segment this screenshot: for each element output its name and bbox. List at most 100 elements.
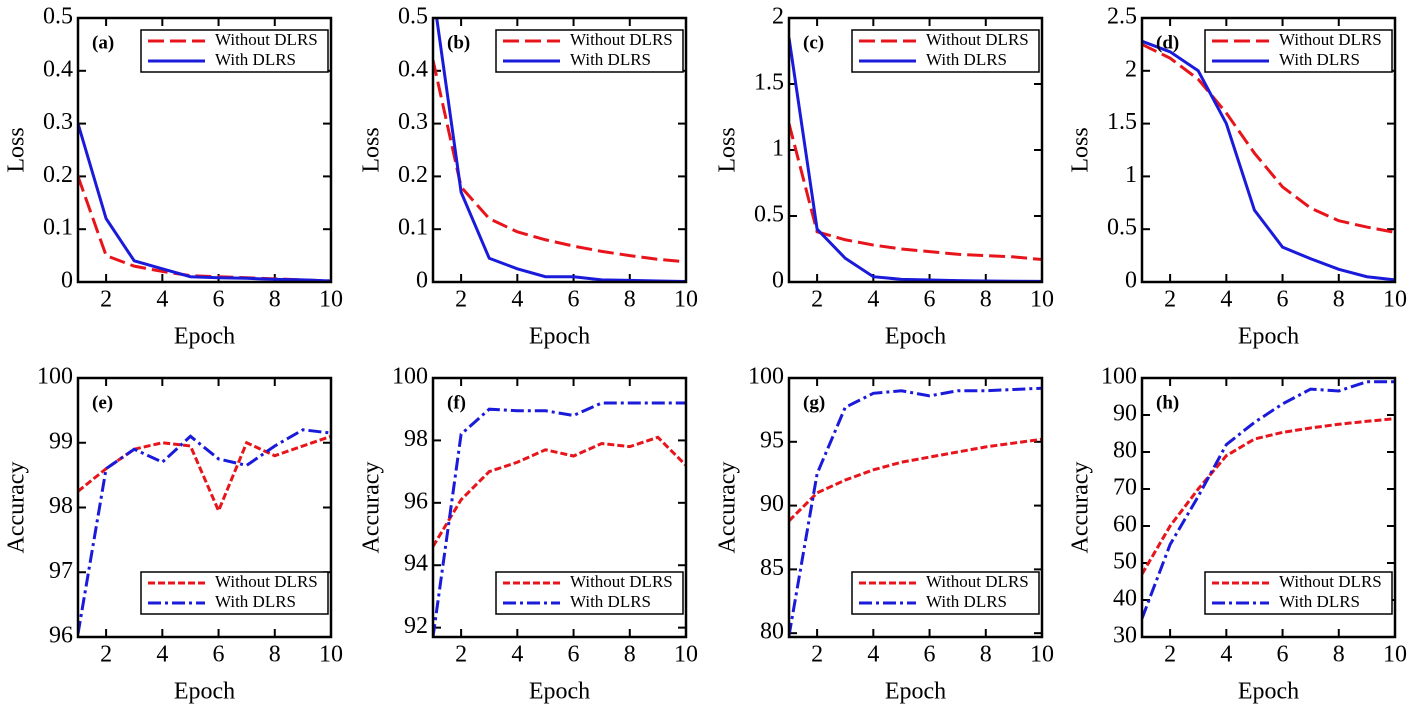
legend-label: With DLRS [1279, 50, 1360, 69]
plot-frame [76, 16, 333, 284]
x-tick-label: 6 [568, 642, 580, 668]
x-tick-label: 8 [980, 287, 992, 313]
series-line [1142, 39, 1395, 282]
y-tick-label: 0.2 [398, 162, 428, 188]
y-tick-label: 0.3 [43, 109, 73, 135]
y-axis-label: Accuracy [359, 462, 385, 554]
x-tick-label: 8 [1333, 642, 1345, 668]
y-tick-label: 2 [772, 4, 784, 30]
panel-label: (g) [803, 392, 825, 413]
x-tick-label: 8 [1333, 287, 1345, 313]
y-tick-label: 30 [1113, 623, 1137, 649]
series-line [789, 123, 1042, 262]
x-tick-label: 10 [1030, 642, 1054, 668]
y-tick-label: 0.5 [43, 4, 73, 30]
y-tick-label: 96 [404, 488, 428, 514]
legend-label: Without DLRS [926, 572, 1029, 591]
y-tick-label: 0.2 [43, 162, 73, 188]
series-line [1142, 417, 1395, 575]
y-tick-label: 85 [760, 555, 784, 581]
plot-frame [1140, 16, 1397, 284]
x-tick-label: 10 [1383, 642, 1407, 668]
y-tick-label: 60 [1113, 512, 1137, 538]
plot-frame [76, 376, 333, 639]
series-line [433, 401, 686, 637]
legend-box [140, 571, 329, 615]
legend-label: Without DLRS [1279, 572, 1382, 591]
series-line [789, 37, 1042, 282]
panel: 92 94 96 98 100 2 4 6 8 10 Epoch Accuracy (f) Without… [359, 364, 699, 705]
x-tick-label: 10 [674, 642, 698, 668]
y-tick-label: 0.1 [398, 215, 428, 241]
panel: 0 0.5 1 1.5 2 2.5 2 4 6 8 10 Epoch Loss (d) Without DL… [1068, 4, 1408, 350]
y-tick-label: 100 [392, 364, 428, 390]
y-tick-label: 0 [416, 268, 428, 294]
x-tick-label: 8 [980, 642, 992, 668]
series-line [433, 59, 686, 264]
x-tick-label: 6 [924, 287, 936, 313]
y-tick-label: 92 [404, 613, 428, 639]
legend-box [1204, 571, 1393, 615]
legend-box [495, 571, 684, 615]
y-tick-label: 96 [49, 623, 73, 649]
y-tick-label: 100 [37, 364, 73, 390]
plot-frame [431, 16, 688, 284]
x-tick-label: 4 [511, 287, 523, 313]
y-axis-label: Accuracy [1068, 462, 1094, 554]
x-tick-label: 4 [511, 642, 523, 668]
x-tick-label: 6 [568, 287, 580, 313]
legend-label: Without DLRS [215, 572, 318, 591]
panel-label: (d) [1156, 32, 1179, 53]
panel-label: (c) [803, 32, 824, 53]
y-tick-label: 2 [1125, 56, 1137, 82]
legend-box [495, 29, 684, 73]
series-line [78, 175, 331, 282]
y-tick-label: 0.1 [43, 215, 73, 241]
panel: 0 0.1 0.2 0.3 0.4 0.5 2 4 6 8 10 Epoch Loss (a) Withou… [4, 4, 344, 350]
legend-box [851, 571, 1040, 615]
panel: 96 97 98 99 100 2 4 6 8 10 Epoch Accuracy (e) Without… [4, 364, 344, 705]
y-axis-label: Loss [359, 127, 385, 172]
x-tick-label: 4 [867, 287, 879, 313]
series-line [78, 123, 331, 282]
panel-label: (h) [1156, 392, 1179, 413]
x-tick-label: 8 [624, 287, 636, 313]
y-axis-label: Accuracy [4, 462, 30, 554]
x-tick-label: 4 [156, 642, 168, 668]
x-tick-label: 8 [269, 287, 281, 313]
y-tick-label: 70 [1113, 475, 1137, 501]
x-tick-label: 2 [100, 642, 112, 668]
series-line [1142, 43, 1395, 234]
y-tick-label: 0 [1125, 268, 1137, 294]
panel-label: (b) [447, 32, 470, 53]
y-tick-label: 1.5 [754, 70, 784, 96]
x-tick-label: 6 [1277, 287, 1289, 313]
y-axis-label: Loss [715, 127, 741, 172]
y-tick-label: 98 [49, 493, 73, 519]
legend-label: Without DLRS [1279, 30, 1382, 49]
panel: 80 85 90 95 100 2 4 6 8 10 Epoch Accuracy (g) Without… [715, 364, 1055, 705]
y-tick-label: 100 [748, 364, 784, 390]
x-axis-label: Epoch [529, 324, 590, 350]
x-axis-label: Epoch [1238, 679, 1299, 705]
panel-label: (f) [447, 392, 466, 413]
y-tick-label: 1.5 [1107, 109, 1137, 135]
x-tick-label: 10 [319, 642, 343, 668]
y-tick-label: 97 [49, 558, 73, 584]
y-tick-label: 95 [760, 427, 784, 453]
y-tick-label: 80 [1113, 438, 1137, 464]
panel: 0 0.1 0.2 0.3 0.4 0.5 2 4 6 8 10 Epoch Loss (b) Withou… [359, 4, 699, 350]
y-axis-label: Loss [4, 127, 30, 172]
x-axis-label: Epoch [174, 679, 235, 705]
y-tick-label: 80 [760, 619, 784, 645]
x-axis-label: Epoch [885, 324, 946, 350]
series-line [433, 435, 686, 548]
y-tick-label: 0.3 [398, 109, 428, 135]
y-tick-label: 0.5 [398, 4, 428, 30]
legend-label: With DLRS [926, 592, 1007, 611]
series-line [789, 386, 1042, 636]
legend-box [851, 29, 1040, 73]
y-tick-label: 0 [61, 268, 73, 294]
y-tick-label: 99 [49, 428, 73, 454]
